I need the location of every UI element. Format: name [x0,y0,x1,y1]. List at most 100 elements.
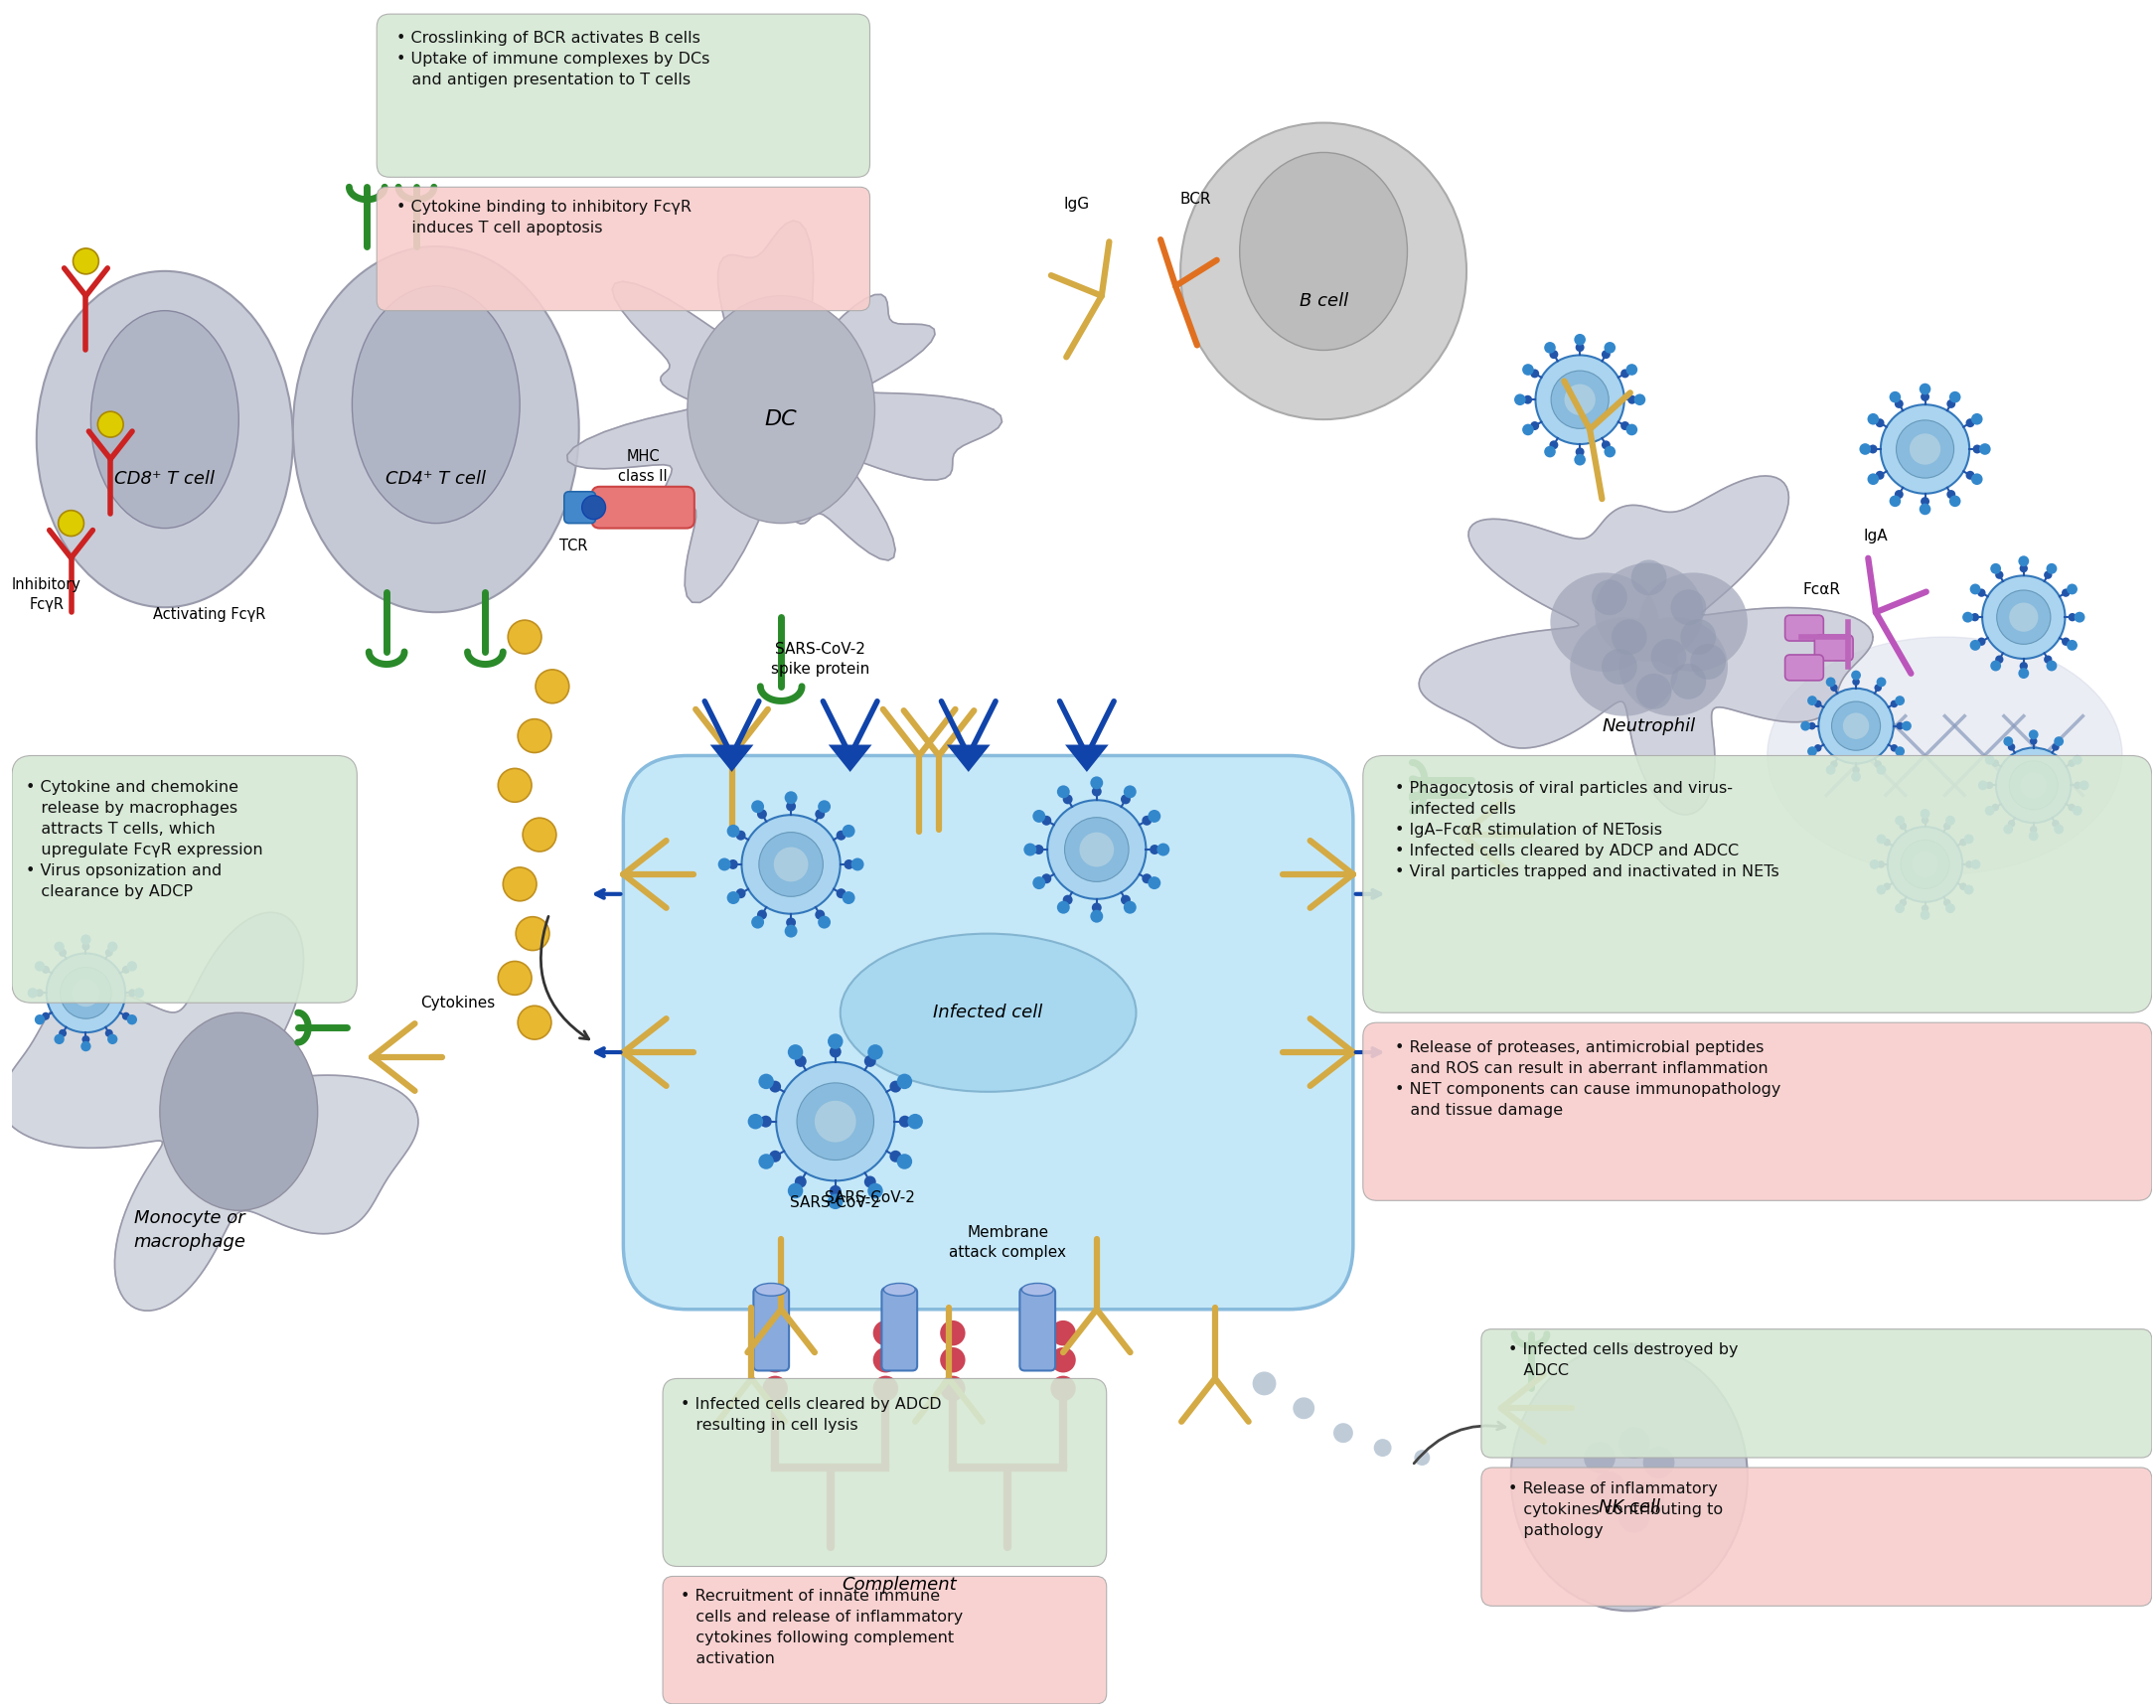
Circle shape [1574,333,1585,345]
Circle shape [763,1320,787,1346]
Ellipse shape [1595,564,1703,661]
Ellipse shape [884,1283,914,1296]
Circle shape [787,917,796,927]
Text: NK cell: NK cell [1598,1498,1660,1517]
Ellipse shape [37,272,293,608]
Circle shape [763,1375,787,1401]
Circle shape [843,825,856,837]
Circle shape [1947,490,1955,499]
Circle shape [1921,905,1930,912]
Circle shape [1565,384,1595,415]
Circle shape [515,917,550,950]
Circle shape [41,965,50,974]
Text: • Infected cells destroyed by
   ADCC: • Infected cells destroyed by ADCC [1507,1342,1738,1378]
Circle shape [1874,760,1882,769]
Circle shape [1535,355,1623,444]
Circle shape [82,1035,91,1044]
FancyBboxPatch shape [882,1288,916,1370]
Circle shape [1550,350,1559,359]
Circle shape [1858,444,1871,454]
Ellipse shape [1619,617,1727,716]
Circle shape [727,892,740,904]
Circle shape [2020,772,2046,798]
Circle shape [890,1151,901,1161]
Circle shape [1826,765,1835,775]
Circle shape [1531,422,1539,430]
Circle shape [1971,613,1979,622]
Ellipse shape [351,285,520,523]
Text: Cytokines: Cytokines [420,996,496,1009]
Circle shape [1628,395,1636,405]
Circle shape [34,1015,45,1025]
FancyBboxPatch shape [1481,1329,2152,1457]
Circle shape [1897,722,1904,729]
Circle shape [2029,832,2037,840]
Polygon shape [1768,637,2122,874]
Circle shape [2061,637,2070,646]
Circle shape [1949,391,1960,403]
Text: Membrane
attack complex: Membrane attack complex [949,1225,1067,1261]
Circle shape [54,1033,65,1044]
Circle shape [2055,825,2063,834]
Circle shape [1632,560,1667,596]
Circle shape [2068,760,2076,767]
Circle shape [108,1033,119,1044]
Circle shape [908,1114,923,1129]
Circle shape [108,941,119,951]
Circle shape [1619,1501,1649,1532]
Circle shape [1852,678,1861,685]
Circle shape [1813,700,1822,707]
FancyBboxPatch shape [377,188,869,311]
Ellipse shape [1240,152,1408,350]
Circle shape [1602,350,1611,359]
Circle shape [1056,786,1069,798]
Circle shape [1048,799,1147,898]
Circle shape [1876,471,1884,480]
Circle shape [2046,564,2057,574]
Circle shape [509,620,541,654]
Circle shape [843,892,856,904]
Circle shape [1634,395,1645,405]
Circle shape [1876,418,1884,427]
Circle shape [742,815,841,914]
Circle shape [1671,664,1705,699]
Circle shape [1947,400,1955,408]
FancyBboxPatch shape [1481,1467,2152,1606]
Circle shape [873,1375,899,1401]
Circle shape [787,801,796,811]
Circle shape [2053,820,2059,827]
Circle shape [41,1013,50,1020]
Circle shape [1830,683,1837,692]
Circle shape [1971,859,1981,869]
Circle shape [2061,589,2070,596]
Circle shape [2078,781,2089,791]
Text: B cell: B cell [1300,292,1348,309]
Ellipse shape [755,1283,787,1296]
Circle shape [873,1320,899,1346]
Circle shape [1056,900,1069,914]
Polygon shape [946,745,990,772]
Circle shape [1960,839,1966,845]
Circle shape [134,987,144,997]
Circle shape [2003,825,2014,834]
Circle shape [1065,818,1130,881]
Circle shape [757,910,768,919]
Circle shape [1966,861,1973,868]
Circle shape [852,857,865,871]
Circle shape [1876,834,1886,844]
FancyBboxPatch shape [1363,1023,2152,1201]
Circle shape [1830,760,1837,769]
Circle shape [1576,447,1585,456]
Ellipse shape [841,934,1136,1091]
Circle shape [1943,898,1951,907]
Text: SARS-CoV-2: SARS-CoV-2 [791,1196,880,1211]
Circle shape [750,915,763,929]
Circle shape [106,948,112,956]
Circle shape [1994,570,2003,579]
FancyBboxPatch shape [1815,635,1852,661]
Circle shape [1585,1442,1615,1474]
Circle shape [1852,767,1861,774]
Circle shape [1945,904,1955,914]
Circle shape [1891,745,1897,752]
FancyBboxPatch shape [1785,615,1824,640]
